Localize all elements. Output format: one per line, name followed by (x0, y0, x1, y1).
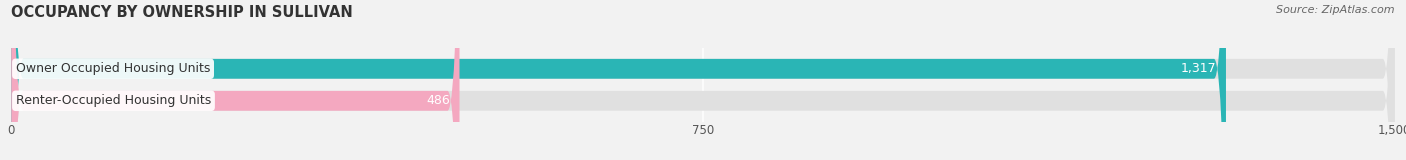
FancyBboxPatch shape (11, 0, 1395, 160)
FancyBboxPatch shape (11, 0, 1395, 160)
Text: Renter-Occupied Housing Units: Renter-Occupied Housing Units (15, 94, 211, 107)
Text: Owner Occupied Housing Units: Owner Occupied Housing Units (15, 62, 211, 75)
Text: OCCUPANCY BY OWNERSHIP IN SULLIVAN: OCCUPANCY BY OWNERSHIP IN SULLIVAN (11, 5, 353, 20)
Text: 1,317: 1,317 (1181, 62, 1216, 75)
FancyBboxPatch shape (11, 0, 1226, 160)
FancyBboxPatch shape (11, 0, 460, 160)
Text: 486: 486 (426, 94, 450, 107)
Text: Source: ZipAtlas.com: Source: ZipAtlas.com (1277, 5, 1395, 15)
